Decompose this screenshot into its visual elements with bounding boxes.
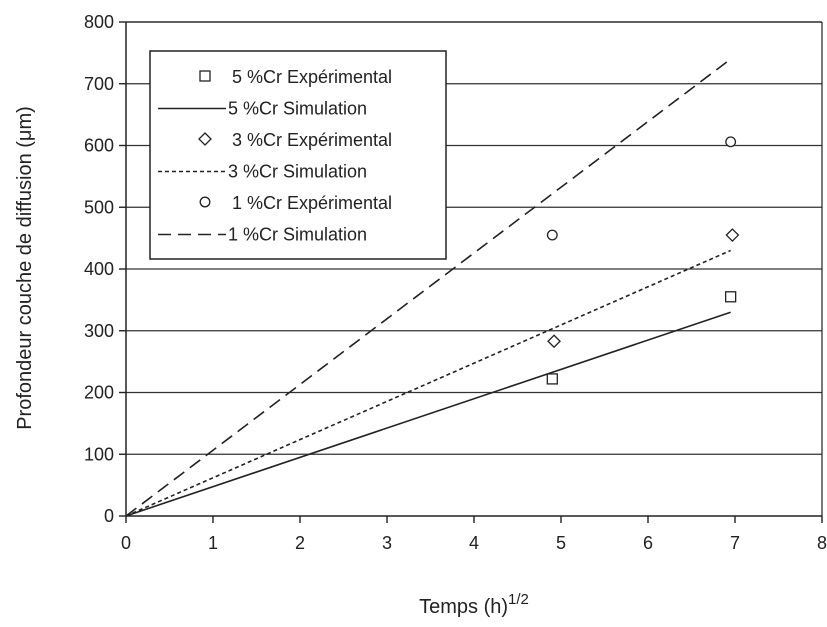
legend-label-4: 1 %Cr Expérimental <box>232 193 392 213</box>
x-tick-label-6: 6 <box>643 533 653 553</box>
x-tick-label-4: 4 <box>469 533 479 553</box>
x-tick-label-7: 7 <box>730 533 740 553</box>
series-2-point-1 <box>725 228 740 242</box>
y-tick-label-800: 800 <box>84 12 114 32</box>
series-0-point-1 <box>725 291 737 303</box>
x-tick-label-5: 5 <box>556 533 566 553</box>
series-0-point-0 <box>546 373 558 385</box>
series-line-1 <box>125 311 731 517</box>
legend-label-1: 5 %Cr Simulation <box>228 99 367 119</box>
legend-label-2: 3 %Cr Expérimental <box>232 130 392 150</box>
y-tick-label-400: 400 <box>84 259 114 279</box>
series-4-point-1 <box>725 136 737 148</box>
x-tick-label-8: 8 <box>817 533 827 553</box>
y-tick-label-0: 0 <box>104 506 114 526</box>
y-axis-title: Profondeur couche de diffusion (μm) <box>14 106 36 430</box>
y-tick-label-700: 700 <box>84 74 114 94</box>
legend-swatch-0 <box>199 70 211 82</box>
legend-label-0: 5 %Cr Expérimental <box>232 67 392 87</box>
legend-swatch-2 <box>198 132 212 146</box>
series <box>125 58 740 517</box>
series-2-point-0 <box>547 334 561 349</box>
x-axis-title: Temps (h)1/2 <box>419 591 529 618</box>
legend-swatch-4 <box>199 196 211 208</box>
x-tick-label-3: 3 <box>382 533 392 553</box>
legend-box <box>149 50 447 260</box>
x-tick-label-1: 1 <box>208 533 218 553</box>
legend-label-3: 3 %Cr Simulation <box>228 162 367 182</box>
y-tick-label-200: 200 <box>84 383 114 403</box>
legend-label-5: 1 %Cr Simulation <box>228 225 367 245</box>
y-tick-label-100: 100 <box>84 444 114 464</box>
x-tick-label-2: 2 <box>295 533 305 553</box>
legend: 5 %Cr Expérimental 5 %Cr Simulation 3 %Cr … <box>149 50 447 260</box>
tick-labels: 0 100 200 300 400 500 600 700 800 0 1 2 3 4 5 6 7 8 <box>84 12 827 553</box>
series-line-3 <box>125 249 731 517</box>
x-axis-title-exponent: 1/2 <box>508 591 529 608</box>
y-tick-label-300: 300 <box>84 321 114 341</box>
y-tick-label-500: 500 <box>84 197 114 217</box>
x-axis-title-base: Temps (h) <box>419 596 508 618</box>
y-tick-label-600: 600 <box>84 136 114 156</box>
series-line-5 <box>125 58 732 517</box>
axes <box>119 21 823 523</box>
x-tick-label-0: 0 <box>121 533 131 553</box>
series-4-point-0 <box>546 229 558 241</box>
